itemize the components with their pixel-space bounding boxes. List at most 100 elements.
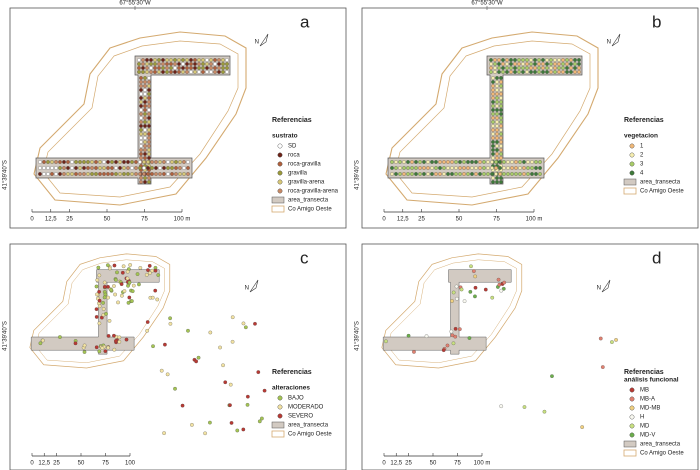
sample-point — [139, 76, 143, 80]
sample-point — [495, 120, 499, 124]
sample-point — [525, 58, 529, 62]
sample-point — [598, 336, 603, 341]
sample-point — [457, 327, 462, 332]
sample-point — [97, 349, 102, 354]
sample-point — [541, 58, 545, 62]
sample-point — [149, 62, 153, 66]
sample-point — [545, 70, 549, 74]
sample-point — [139, 84, 143, 88]
sample-point — [218, 345, 222, 350]
sample-point — [493, 66, 497, 70]
sample-point — [186, 328, 190, 333]
sample-point — [467, 336, 472, 340]
sample-point — [70, 172, 74, 176]
legend-swatch — [629, 143, 635, 149]
sample-point — [502, 280, 507, 285]
sample-point — [98, 166, 102, 170]
sample-point — [241, 321, 246, 326]
north-label: N — [597, 286, 601, 292]
sample-point — [157, 62, 161, 66]
sample-point — [497, 66, 501, 70]
sample-point — [454, 166, 458, 170]
sample-point — [143, 104, 147, 108]
sample-point — [185, 62, 189, 66]
sample-point — [228, 403, 232, 408]
sample-point — [230, 315, 235, 320]
sample-point — [139, 104, 143, 108]
sample-point — [205, 66, 209, 70]
legend-island: Co Amigo Oeste — [640, 189, 684, 195]
sample-point — [125, 276, 130, 281]
sample-point — [74, 160, 78, 164]
sample-point — [141, 58, 145, 62]
sample-point — [565, 58, 569, 62]
sample-point — [174, 160, 178, 164]
legend-swatch — [629, 152, 635, 158]
sample-point — [453, 326, 458, 331]
sample-point — [573, 66, 577, 70]
sample-point — [490, 160, 494, 164]
sample-point — [446, 166, 450, 170]
sample-point — [495, 152, 499, 156]
sample-point — [526, 160, 530, 164]
sample-point — [150, 166, 154, 170]
legend-island: Co Amigo Oeste — [288, 432, 332, 438]
sample-point — [518, 160, 522, 164]
sample-point — [545, 62, 549, 66]
sample-point — [94, 345, 99, 350]
sample-point — [213, 58, 217, 62]
sample-point — [78, 172, 82, 176]
sample-point — [145, 66, 149, 70]
sample-point — [522, 166, 526, 170]
sample-point — [148, 271, 152, 275]
sample-point — [518, 166, 522, 170]
sample-point — [491, 92, 495, 96]
sample-point — [469, 264, 473, 269]
sample-point — [112, 347, 117, 352]
sample-point — [143, 128, 147, 132]
sample-point — [102, 166, 106, 170]
sample-point — [50, 160, 54, 164]
sample-point — [110, 166, 114, 170]
coord-left: 41°39'40"S — [3, 160, 9, 190]
sample-point — [498, 160, 502, 164]
sample-point — [495, 144, 499, 148]
sample-point — [450, 160, 454, 164]
sample-point — [90, 160, 94, 164]
sample-point — [253, 321, 257, 326]
sample-point — [143, 76, 147, 80]
sample-point — [450, 172, 454, 176]
sample-point — [505, 70, 509, 74]
sample-point — [438, 172, 442, 176]
sample-point — [553, 62, 557, 66]
island-inner — [387, 259, 517, 363]
sample-point — [422, 166, 426, 170]
panel-label: d — [652, 248, 661, 267]
sample-point — [438, 160, 442, 164]
legend-swatch — [277, 188, 283, 194]
sample-point — [225, 62, 229, 66]
sample-point — [138, 166, 142, 170]
sample-point — [143, 88, 147, 92]
north-arrow — [259, 33, 269, 47]
sample-point — [517, 58, 521, 62]
scale-label: 75 — [493, 217, 500, 223]
sample-point — [450, 333, 455, 338]
sample-point — [106, 295, 110, 300]
sample-point — [104, 311, 108, 316]
sample-point — [491, 132, 495, 136]
sample-point — [509, 58, 513, 62]
sample-point — [565, 70, 569, 74]
sample-point — [137, 62, 141, 66]
legend-swatch — [629, 170, 635, 176]
sample-point — [577, 62, 581, 66]
sample-point — [491, 96, 495, 100]
legend-title: alteraciones — [272, 385, 310, 392]
sample-point — [541, 66, 545, 70]
sample-point — [162, 160, 166, 164]
sample-point — [489, 58, 493, 62]
sample-point — [40, 338, 45, 343]
sample-point — [118, 172, 122, 176]
sample-point — [221, 66, 225, 70]
sample-point — [143, 176, 147, 180]
